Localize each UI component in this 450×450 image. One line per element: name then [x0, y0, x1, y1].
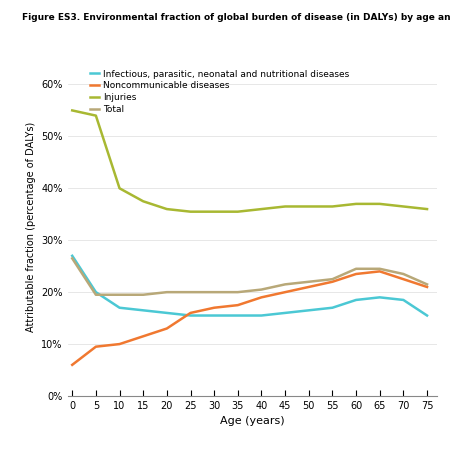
- Noncommunicable diseases: [140, 333, 146, 339]
- Noncommunicable diseases: [306, 284, 311, 290]
- Total: [377, 266, 382, 271]
- Infectious, parasitic, neonatal and nutritional diseases: [235, 313, 240, 318]
- Line: Total: Total: [72, 258, 427, 295]
- Noncommunicable diseases: [353, 271, 359, 277]
- Infectious, parasitic, neonatal and nutritional diseases: [424, 313, 430, 318]
- Infectious, parasitic, neonatal and nutritional diseases: [70, 253, 75, 258]
- Injuries: [283, 204, 288, 209]
- Line: Injuries: Injuries: [72, 110, 427, 212]
- Injuries: [70, 108, 75, 113]
- X-axis label: Age (years): Age (years): [220, 416, 284, 427]
- Injuries: [259, 207, 264, 212]
- Line: Noncommunicable diseases: Noncommunicable diseases: [72, 271, 427, 365]
- Noncommunicable diseases: [117, 342, 122, 347]
- Infectious, parasitic, neonatal and nutritional diseases: [400, 297, 406, 303]
- Noncommunicable diseases: [212, 305, 217, 310]
- Infectious, parasitic, neonatal and nutritional diseases: [377, 295, 382, 300]
- Noncommunicable diseases: [93, 344, 99, 349]
- Text: Figure ES3. Environmental fraction of global burden of disease (in DALYs) by age: Figure ES3. Environmental fraction of gl…: [22, 14, 450, 22]
- Injuries: [330, 204, 335, 209]
- Infectious, parasitic, neonatal and nutritional diseases: [353, 297, 359, 303]
- Injuries: [188, 209, 193, 214]
- Line: Infectious, parasitic, neonatal and nutritional diseases: Infectious, parasitic, neonatal and nutr…: [72, 256, 427, 315]
- Noncommunicable diseases: [330, 279, 335, 284]
- Legend: Infectious, parasitic, neonatal and nutritional diseases, Noncommunicable diseas: Infectious, parasitic, neonatal and nutr…: [90, 70, 349, 114]
- Total: [424, 282, 430, 287]
- Injuries: [212, 209, 217, 214]
- Noncommunicable diseases: [70, 362, 75, 368]
- Infectious, parasitic, neonatal and nutritional diseases: [259, 313, 264, 318]
- Noncommunicable diseases: [424, 284, 430, 290]
- Infectious, parasitic, neonatal and nutritional diseases: [283, 310, 288, 315]
- Total: [164, 289, 170, 295]
- Total: [140, 292, 146, 297]
- Injuries: [353, 201, 359, 207]
- Noncommunicable diseases: [283, 289, 288, 295]
- Infectious, parasitic, neonatal and nutritional diseases: [140, 308, 146, 313]
- Noncommunicable diseases: [235, 302, 240, 308]
- Total: [330, 276, 335, 282]
- Injuries: [400, 204, 406, 209]
- Total: [235, 289, 240, 295]
- Total: [259, 287, 264, 292]
- Total: [188, 289, 193, 295]
- Noncommunicable diseases: [164, 326, 170, 331]
- Noncommunicable diseases: [188, 310, 193, 315]
- Infectious, parasitic, neonatal and nutritional diseases: [212, 313, 217, 318]
- Infectious, parasitic, neonatal and nutritional diseases: [164, 310, 170, 315]
- Injuries: [164, 207, 170, 212]
- Injuries: [424, 207, 430, 212]
- Injuries: [93, 113, 99, 118]
- Injuries: [235, 209, 240, 214]
- Infectious, parasitic, neonatal and nutritional diseases: [188, 313, 193, 318]
- Total: [93, 292, 99, 297]
- Infectious, parasitic, neonatal and nutritional diseases: [330, 305, 335, 310]
- Total: [353, 266, 359, 271]
- Noncommunicable diseases: [377, 269, 382, 274]
- Y-axis label: Attributable fraction (percentage of DALYs): Attributable fraction (percentage of DAL…: [26, 122, 36, 333]
- Injuries: [140, 198, 146, 204]
- Total: [306, 279, 311, 284]
- Total: [400, 271, 406, 277]
- Infectious, parasitic, neonatal and nutritional diseases: [93, 289, 99, 295]
- Infectious, parasitic, neonatal and nutritional diseases: [306, 308, 311, 313]
- Injuries: [306, 204, 311, 209]
- Noncommunicable diseases: [259, 295, 264, 300]
- Infectious, parasitic, neonatal and nutritional diseases: [117, 305, 122, 310]
- Injuries: [377, 201, 382, 207]
- Total: [212, 289, 217, 295]
- Total: [70, 256, 75, 261]
- Total: [283, 282, 288, 287]
- Injuries: [117, 185, 122, 191]
- Noncommunicable diseases: [400, 276, 406, 282]
- Total: [117, 292, 122, 297]
